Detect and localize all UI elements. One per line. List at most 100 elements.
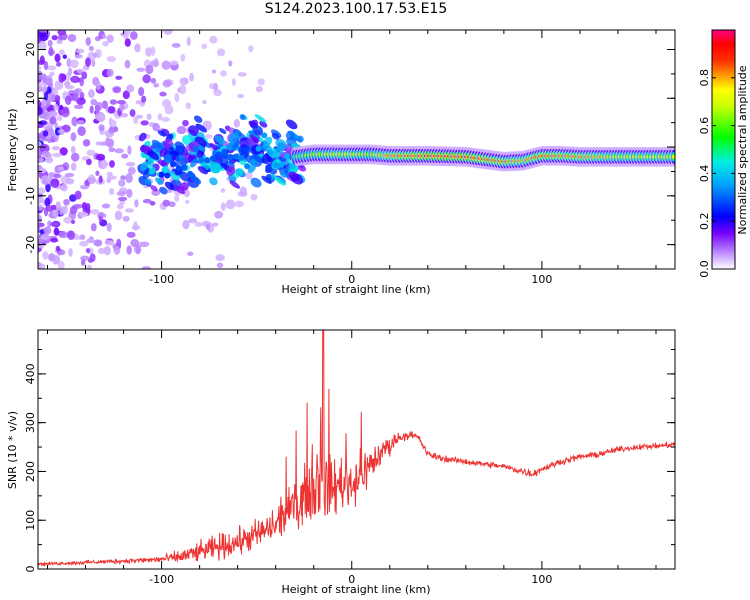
spectrogram-cell [237, 72, 247, 77]
spectrogram-cell [79, 184, 90, 190]
spectrogram-cell [122, 215, 130, 222]
spectrogram-cell [162, 199, 171, 207]
spectrogram-cell [244, 163, 251, 170]
spectrogram-cell [126, 188, 133, 198]
spectrogram-cell [56, 115, 63, 122]
spectrogram-cell [49, 71, 55, 77]
spectrogram-cell [255, 145, 262, 152]
spectrogram-cell [98, 247, 105, 255]
spectrogram-cell [106, 56, 117, 62]
spectrogram-cell [189, 129, 197, 137]
spectrogram-cell [106, 222, 112, 232]
spectrogram-cell [105, 137, 111, 147]
spectrogram-cell [55, 245, 61, 252]
spectrogram-cell [89, 253, 96, 263]
spectrogram-cell [47, 128, 55, 137]
spectrogram-cell [51, 152, 62, 158]
spectrogram-cell [90, 223, 97, 232]
spectrogram-cell [49, 116, 57, 125]
spectrogram-cell [53, 227, 59, 236]
spectrogram-cell [271, 132, 280, 140]
colorbar-gradient [711, 29, 736, 270]
spectrogram-cell [257, 78, 265, 86]
spectrogram-cell [220, 202, 226, 211]
spectrogram-cell [225, 199, 236, 210]
spectrogram-cell [169, 60, 179, 66]
spectrogram-cell [45, 205, 54, 212]
spectrogram-cell [140, 161, 149, 171]
spectrogram-cell [52, 255, 61, 265]
spectrogram-cell [204, 134, 213, 139]
spectrogram-cell [252, 125, 264, 136]
spectrogram-cell [126, 245, 132, 255]
spectrogram-cell [52, 173, 62, 179]
spectrogram-cell [56, 39, 63, 45]
spectrogram-cell [144, 178, 152, 186]
spectrogram-cell [173, 184, 185, 194]
spectrogram-cell [94, 104, 101, 113]
spectrogram-cell [134, 199, 139, 208]
spectrogram-cell [116, 99, 126, 105]
spectrogram-cell [76, 97, 86, 106]
spectrogram-cell [113, 245, 121, 255]
spectrogram-cell [174, 92, 180, 103]
spectrogram-cell [43, 77, 53, 85]
spectrogram-cell [179, 77, 189, 86]
spectrogram-cell [254, 114, 267, 123]
spectrogram-cell [164, 181, 175, 190]
spectrogram-cell [157, 130, 166, 137]
spectrogram-cell [62, 106, 70, 114]
spectrogram-cell [168, 201, 176, 208]
spectrogram-cell [109, 188, 115, 195]
spectrogram-cell [98, 175, 103, 184]
spectrogram-cell [263, 136, 273, 147]
spectrogram-cell [147, 150, 160, 160]
spectrogram-cell [232, 153, 239, 160]
spectrogram-cell [70, 59, 79, 69]
spectrogram-cell [275, 176, 287, 186]
spectrogram-cell [214, 135, 226, 145]
spectrogram-cell [51, 146, 61, 151]
snr-x-tick-label: -100 [149, 573, 174, 586]
spectrogram-cell [235, 168, 244, 176]
spectrogram-cell [70, 162, 77, 171]
spectrogram-cell [175, 154, 188, 166]
spectrogram-cell [193, 115, 203, 123]
spectrogram-cell [38, 120, 48, 126]
spectrogram-cell [38, 65, 42, 72]
spectrogram-cell [159, 91, 167, 97]
spectrogram-cell [42, 130, 49, 137]
spectrogram-cell [228, 132, 239, 144]
spectrogram-cell [115, 75, 123, 80]
spectrogram-cell [90, 209, 100, 215]
spectrogram-cell [205, 224, 211, 230]
spectrogram-cell [188, 218, 198, 224]
spectrogram-cell [171, 43, 181, 48]
spectrogram-cell [215, 254, 225, 262]
spectrogram-cell [127, 166, 136, 175]
spectrogram-cell [261, 132, 268, 139]
spectrogram-cell [63, 198, 70, 206]
spectrogram-cell [80, 259, 86, 266]
spectrogram-cell [198, 157, 205, 164]
spectrogram-cell [59, 104, 64, 111]
spectrogram-cell [174, 194, 180, 202]
spectrogram-cell [187, 170, 194, 177]
spectrogram-cell [70, 152, 80, 162]
spectrogram-cell [38, 229, 45, 234]
spectrogram-cell [130, 238, 140, 248]
spectrogram-cell [92, 53, 99, 58]
snr-series-line [38, 330, 675, 567]
spectrogram-cell [58, 231, 69, 239]
spectrogram-cell [189, 158, 198, 168]
spectrogram-cell [38, 70, 43, 80]
spectrogram-cell [38, 157, 45, 163]
spectrogram-cell [159, 148, 168, 157]
spectrogram-cell [76, 68, 84, 74]
spectrogram-cell [228, 60, 233, 67]
spectrogram-cell [82, 139, 91, 147]
spectrogram-cell [138, 86, 145, 97]
spectrogram-cell [162, 99, 172, 108]
spectrogram-cell [209, 177, 218, 186]
spectrogram-cell [126, 231, 136, 238]
